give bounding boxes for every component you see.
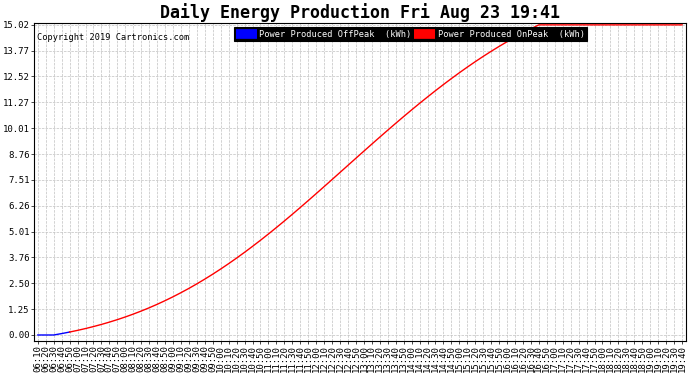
Text: Copyright 2019 Cartronics.com: Copyright 2019 Cartronics.com: [37, 33, 189, 42]
Title: Daily Energy Production Fri Aug 23 19:41: Daily Energy Production Fri Aug 23 19:41: [160, 3, 560, 22]
Legend: Power Produced OffPeak  (kWh), Power Produced OnPeak  (kWh): Power Produced OffPeak (kWh), Power Prod…: [234, 27, 587, 42]
